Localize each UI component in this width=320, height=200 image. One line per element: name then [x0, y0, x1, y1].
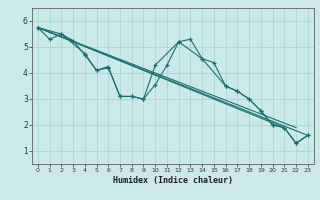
X-axis label: Humidex (Indice chaleur): Humidex (Indice chaleur) [113, 176, 233, 185]
